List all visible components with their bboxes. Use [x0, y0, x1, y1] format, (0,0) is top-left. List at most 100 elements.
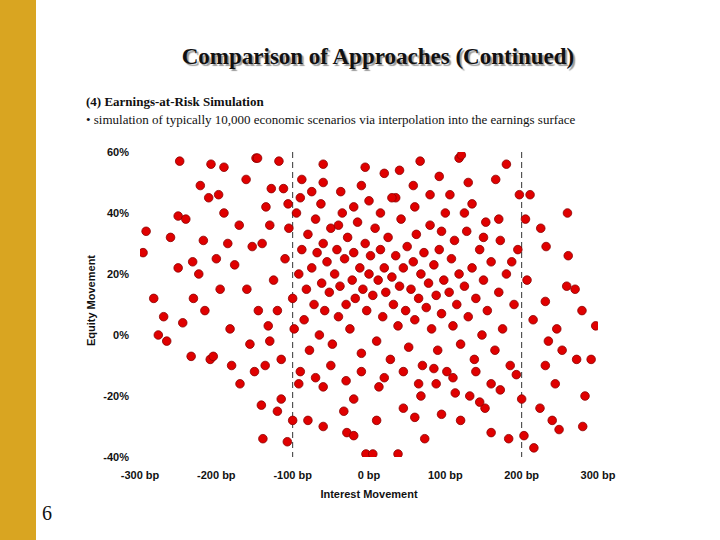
- scatter-point: [338, 209, 347, 218]
- scatter-point: [187, 352, 196, 361]
- scatter-point: [369, 450, 378, 457]
- scatter-point: [386, 355, 395, 364]
- scatter-point: [496, 386, 505, 395]
- scatter-point: [389, 300, 398, 309]
- y-axis-label: Equity Movement: [85, 255, 97, 346]
- scatter-point: [349, 203, 358, 212]
- scatter-point: [502, 270, 511, 279]
- scatter-point: [462, 227, 471, 236]
- scatter-point: [587, 355, 596, 364]
- scatter-point: [317, 200, 326, 209]
- scatter-point: [357, 181, 366, 190]
- scatter-point: [328, 340, 337, 349]
- scatter-point: [449, 373, 458, 382]
- scatter-point: [514, 245, 523, 254]
- scatter-point: [375, 383, 384, 392]
- scatter-point: [277, 395, 286, 404]
- scatter-point: [464, 178, 473, 187]
- scatter-point: [281, 254, 290, 263]
- scatter-point: [288, 416, 297, 425]
- scatter-point: [300, 315, 309, 324]
- scatter-point: [399, 367, 408, 376]
- scatter-point: [188, 258, 197, 267]
- scatter-point: [544, 337, 553, 346]
- scatter-point: [487, 428, 496, 437]
- scatter-point: [348, 276, 357, 285]
- scatter-point: [369, 291, 378, 300]
- scatter-point: [376, 209, 385, 218]
- scatter-point: [380, 373, 389, 382]
- scatter-point: [401, 306, 410, 315]
- scatter-point: [432, 291, 441, 300]
- scatter-point: [430, 364, 439, 373]
- scatter-point: [279, 184, 288, 193]
- scatter-point: [394, 450, 403, 457]
- scatter-point: [305, 346, 314, 355]
- scatter-point: [162, 337, 171, 346]
- scatter-point: [479, 276, 488, 285]
- scatter-point: [258, 239, 267, 248]
- scatter-point: [361, 239, 370, 248]
- scatter-point: [464, 312, 473, 321]
- scatter-point: [212, 254, 221, 263]
- scatter-point: [294, 270, 303, 279]
- scatter-point: [357, 367, 366, 376]
- scatter-point: [407, 285, 416, 294]
- scatter-point: [264, 322, 273, 331]
- scatter-point: [475, 398, 484, 407]
- y-tick-label: -20%: [103, 390, 129, 402]
- scatter-point: [384, 233, 393, 242]
- scatter-point: [380, 264, 389, 273]
- scatter-point: [253, 154, 262, 163]
- scatter-point: [362, 306, 371, 315]
- scatter-point: [333, 245, 342, 254]
- scatter-point: [323, 258, 332, 267]
- scatter-point: [437, 410, 446, 419]
- scatter-point: [551, 380, 560, 389]
- y-tick-label: 0%: [113, 329, 129, 341]
- scatter-point: [441, 209, 450, 218]
- scatter-point: [149, 294, 158, 303]
- scatter-point: [242, 175, 251, 184]
- scatter-point: [262, 203, 271, 212]
- scatter-point: [334, 221, 343, 230]
- scatter-point: [483, 306, 492, 315]
- scatter-point: [319, 178, 328, 187]
- scatter-point: [414, 294, 423, 303]
- scatter-point: [399, 264, 408, 273]
- scatter-point: [283, 437, 292, 446]
- scatter-point: [273, 306, 282, 315]
- scatter-point: [506, 361, 515, 370]
- scatter-point: [207, 160, 216, 169]
- scatter-point: [563, 209, 572, 218]
- scatter-point: [340, 254, 349, 263]
- scatter-point: [304, 230, 313, 239]
- scatter-point: [571, 285, 580, 294]
- scatter-point: [440, 276, 449, 285]
- scatter-point: [313, 248, 322, 257]
- scatter-point: [529, 315, 538, 324]
- scatter-point: [220, 209, 229, 218]
- scatter-point: [491, 175, 500, 184]
- scatter-point: [353, 218, 362, 227]
- scatter-point: [277, 355, 286, 364]
- scatter-point: [487, 380, 496, 389]
- scatter-point: [572, 355, 581, 364]
- scatter-point: [351, 294, 360, 303]
- scatter-point: [290, 325, 299, 334]
- scatter-point: [558, 346, 567, 355]
- scatter-point: [248, 242, 257, 251]
- scatter-point: [416, 157, 425, 166]
- scatter-point: [578, 422, 587, 431]
- scatter-point: [562, 282, 571, 291]
- scatter-point: [507, 258, 516, 267]
- scatter-point: [214, 190, 223, 199]
- scatter-point: [182, 215, 191, 224]
- scatter-point: [166, 233, 175, 242]
- scatter-point: [265, 221, 274, 230]
- scatter-point: [409, 258, 418, 267]
- scatter-point: [494, 288, 503, 297]
- scatter-point: [521, 215, 530, 224]
- scatter-point: [399, 404, 408, 413]
- scatter-point: [209, 352, 218, 361]
